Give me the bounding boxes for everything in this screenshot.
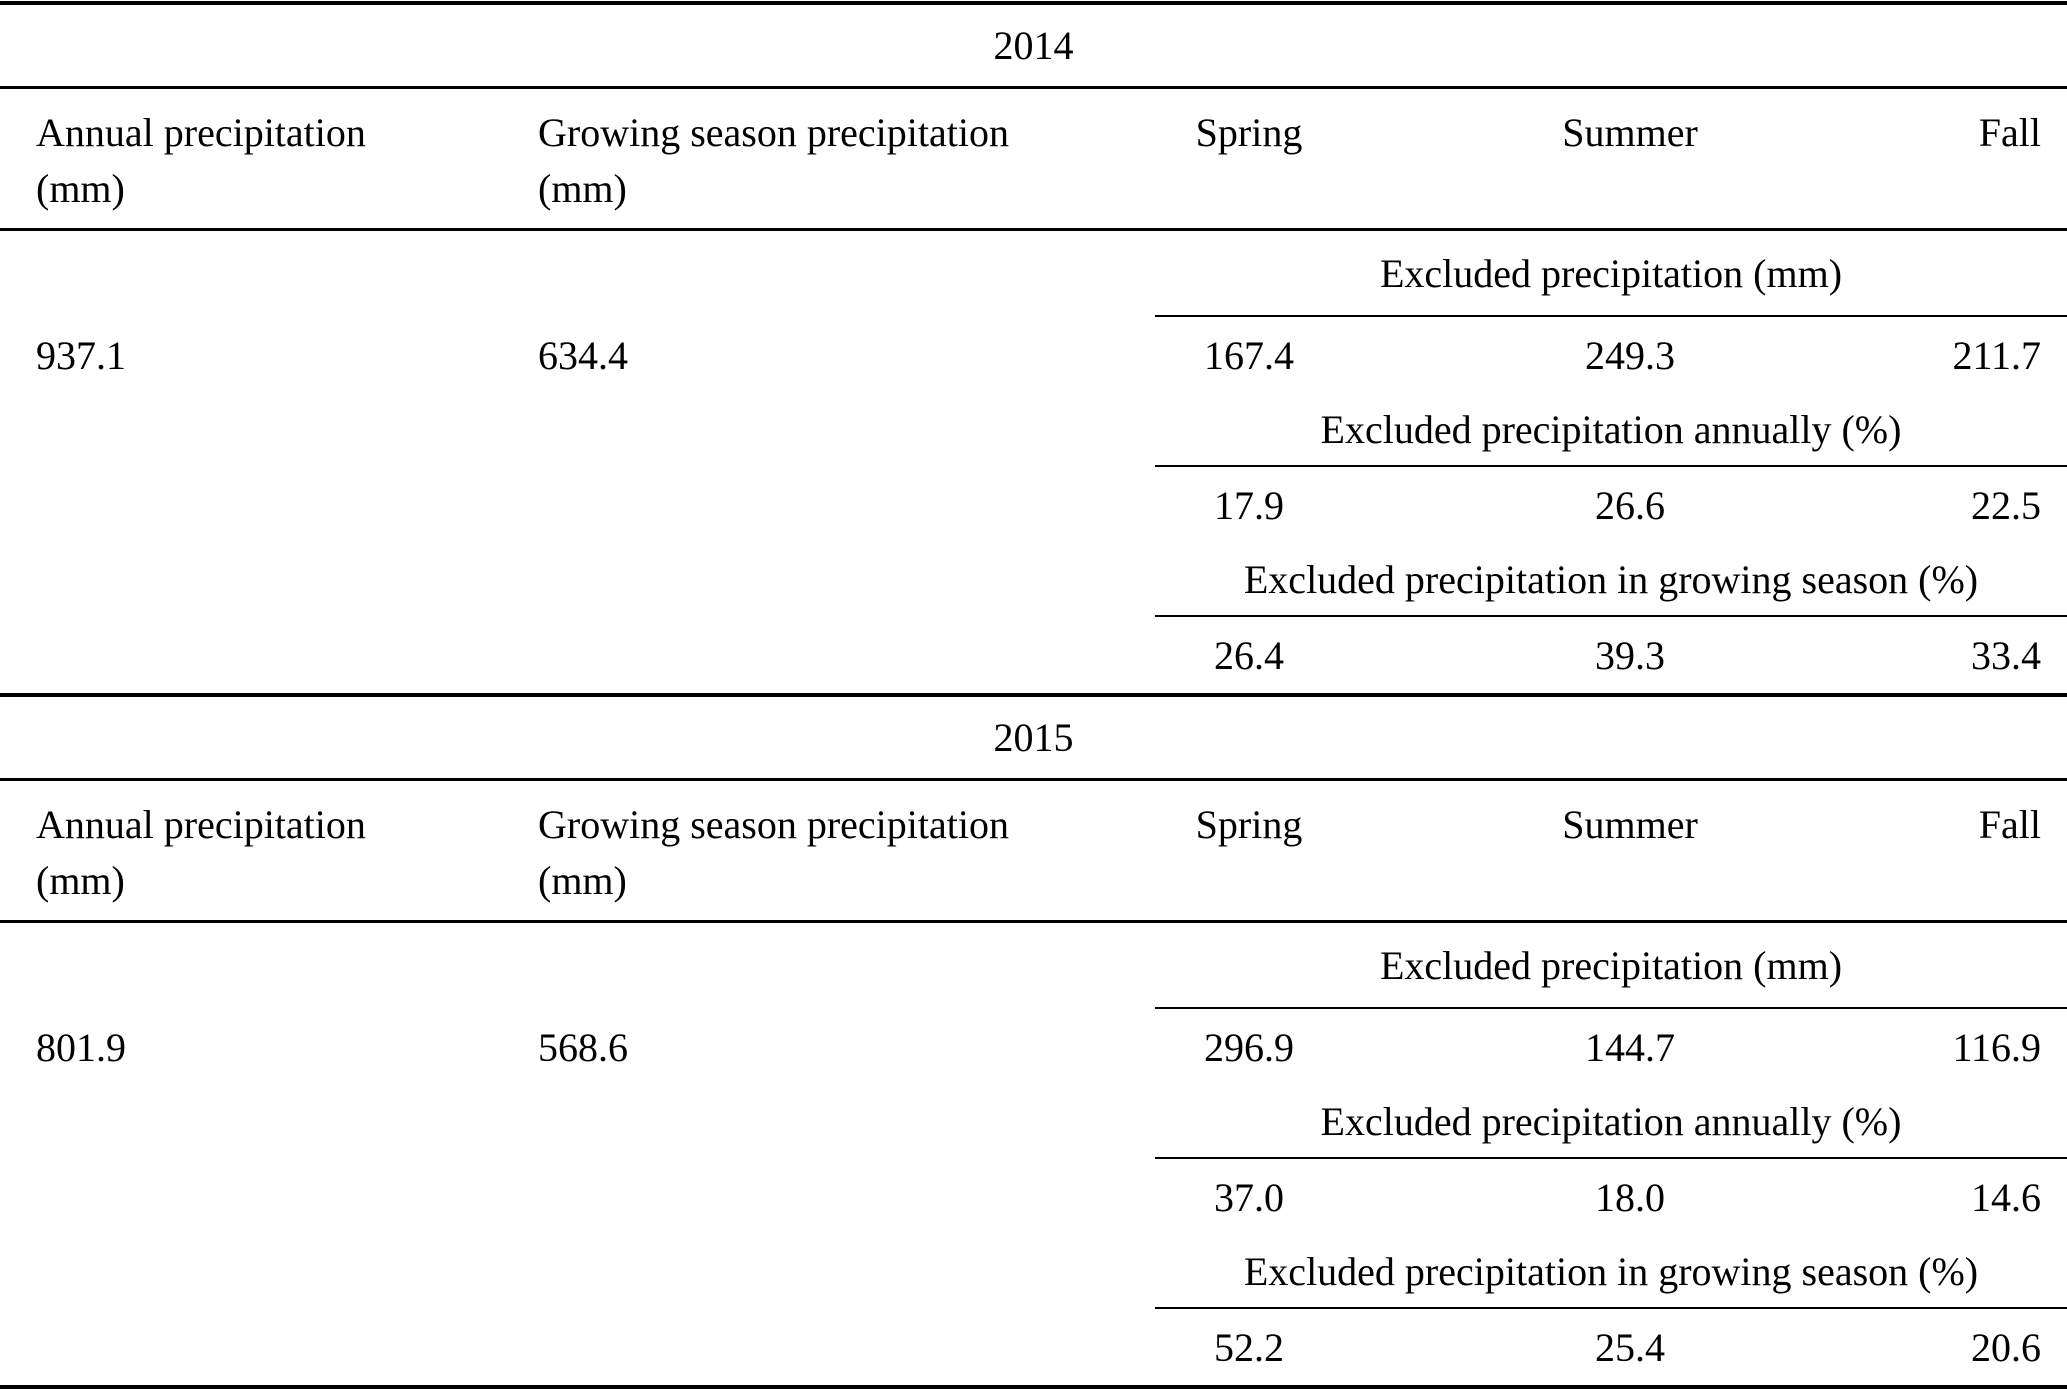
group-header-excluded-precipitation-mm: Excluded precipitation (mm): [0, 923, 2067, 1007]
spring-value: 296.9: [1204, 1024, 1294, 1070]
group-header-excluded-precipitation-mm: Excluded precipitation (mm): [0, 231, 2067, 315]
spring-value: 26.4: [1214, 632, 1284, 678]
column-header-annual-label: Annual precipitation: [36, 802, 366, 847]
annual-precipitation-value: 801.9: [36, 1024, 126, 1070]
group-header-excluded-precipitation-growing-season: Excluded precipitation in growing season…: [0, 1235, 2067, 1307]
summer-value: 39.3: [1595, 632, 1665, 678]
column-header-spring: Spring: [1195, 802, 1303, 847]
column-header-annual-precipitation: Annual precipitation (mm): [0, 89, 538, 228]
values-row: 801.9 568.6 296.9 144.7 116.9: [0, 1009, 2067, 1085]
group-label: Excluded precipitation (mm): [1379, 942, 1843, 988]
fall-value: 211.7: [1952, 332, 2041, 378]
values-row: 937.1 634.4 167.4 249.3 211.7: [0, 317, 2067, 393]
column-header-growing-label: Growing season precipitation: [538, 802, 1009, 847]
partial-rule: [1155, 465, 2067, 467]
summer-value: 25.4: [1595, 1324, 1665, 1370]
group-label: Excluded precipitation in growing season…: [1243, 1248, 1979, 1294]
fall-value: 33.4: [1971, 632, 2041, 678]
partial-rule: [1155, 1307, 2067, 1309]
growing-season-precipitation-value: 568.6: [538, 1024, 628, 1070]
values-row: 52.2 25.4 20.6: [0, 1309, 2067, 1385]
group-label: Excluded precipitation annually (%): [1320, 406, 1902, 452]
top-rule: [0, 1, 2067, 5]
summer-value: 249.3: [1585, 332, 1675, 378]
column-header-growing-label: Growing season precipitation: [538, 110, 1009, 155]
group-header-excluded-precipitation-growing-season: Excluded precipitation in growing season…: [0, 543, 2067, 615]
partial-rule: [1155, 1007, 2067, 1009]
column-header-summer: Summer: [1562, 110, 1698, 155]
fall-value: 20.6: [1971, 1324, 2041, 1370]
group-header-excluded-precipitation-annually: Excluded precipitation annually (%): [0, 393, 2067, 465]
column-header-annual-precipitation: Annual precipitation (mm): [0, 781, 538, 920]
section-body: Excluded precipitation (mm) 937.1 634.4 …: [0, 231, 2067, 693]
column-header-growing-season-precipitation: Growing season precipitation (mm): [538, 781, 1098, 920]
column-header-row: Annual precipitation (mm) Growing season…: [0, 781, 2067, 920]
column-header-summer: Summer: [1562, 802, 1698, 847]
year-label: 2015: [993, 715, 1074, 760]
values-row: 17.9 26.6 22.5: [0, 467, 2067, 543]
values-row: 26.4 39.3 33.4: [0, 617, 2067, 693]
year-row: 2014: [0, 5, 2067, 86]
partial-rule: [1155, 615, 2067, 617]
year-section-2014: 2014 Annual precipitation (mm) Growing s…: [0, 5, 2067, 693]
spring-value: 17.9: [1214, 482, 1284, 528]
rule-below-headers: [0, 228, 2067, 231]
fall-value: 116.9: [1952, 1024, 2041, 1070]
column-header-fall: Fall: [1978, 802, 2041, 847]
column-header-annual-unit: (mm): [36, 858, 125, 903]
year-label: 2014: [993, 23, 1074, 68]
column-header-row: Annual precipitation (mm) Growing season…: [0, 89, 2067, 228]
column-header-spring: Spring: [1195, 110, 1303, 155]
column-header-fall: Fall: [1978, 110, 2041, 155]
fall-value: 22.5: [1971, 482, 2041, 528]
column-header-growing-season-precipitation: Growing season precipitation (mm): [538, 89, 1098, 228]
rule-below-headers: [0, 920, 2067, 923]
rule-below-year: [0, 86, 2067, 89]
column-header-growing-unit: (mm): [538, 858, 627, 903]
year-section-2015: 2015 Annual precipitation (mm) Growing s…: [0, 697, 2067, 1385]
summer-value: 18.0: [1595, 1174, 1665, 1220]
partial-rule: [1155, 1157, 2067, 1159]
summer-value: 26.6: [1595, 482, 1665, 528]
summer-value: 144.7: [1585, 1024, 1675, 1070]
column-header-growing-unit: (mm): [538, 166, 627, 211]
group-label: Excluded precipitation in growing season…: [1243, 556, 1979, 602]
growing-season-precipitation-value: 634.4: [538, 332, 628, 378]
group-label: Excluded precipitation annually (%): [1320, 1098, 1902, 1144]
bottom-rule: [0, 1385, 2067, 1389]
year-row: 2015: [0, 697, 2067, 778]
rule-below-year: [0, 778, 2067, 781]
group-label: Excluded precipitation (mm): [1379, 250, 1843, 296]
fall-value: 14.6: [1971, 1174, 2041, 1220]
spring-value: 167.4: [1204, 332, 1294, 378]
spring-value: 52.2: [1214, 1324, 1284, 1370]
column-header-annual-label: Annual precipitation: [36, 110, 366, 155]
spring-value: 37.0: [1214, 1174, 1284, 1220]
values-row: 37.0 18.0 14.6: [0, 1159, 2067, 1235]
group-header-excluded-precipitation-annually: Excluded precipitation annually (%): [0, 1085, 2067, 1157]
column-header-annual-unit: (mm): [36, 166, 125, 211]
annual-precipitation-value: 937.1: [36, 332, 126, 378]
section-body: Excluded precipitation (mm) 801.9 568.6 …: [0, 923, 2067, 1385]
section-separator-rule: [0, 693, 2067, 697]
partial-rule: [1155, 315, 2067, 317]
